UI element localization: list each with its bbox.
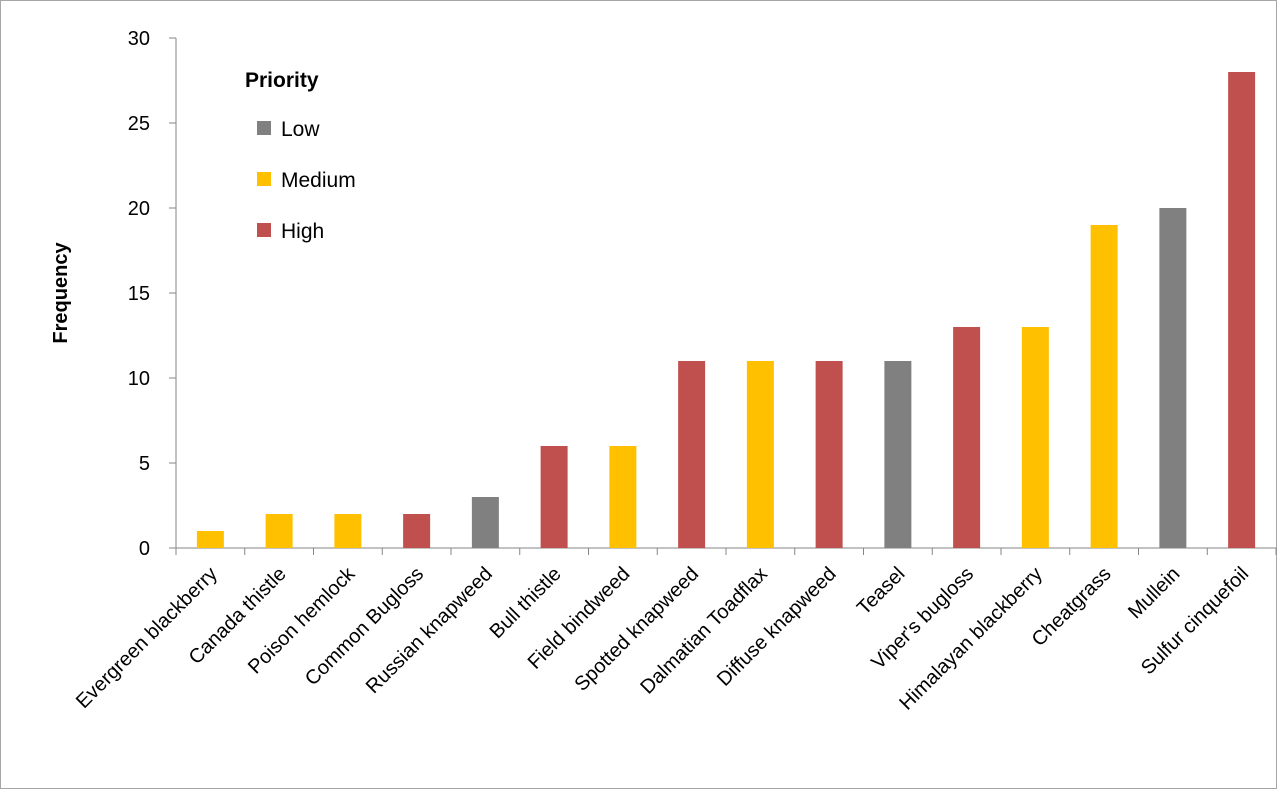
bar bbox=[678, 361, 706, 548]
y-tick-label: 15 bbox=[128, 283, 150, 305]
y-tick-label: 20 bbox=[128, 198, 150, 220]
y-axis-title: Frequency bbox=[50, 242, 72, 344]
x-category-label: Teasel bbox=[853, 563, 909, 619]
bar bbox=[884, 361, 912, 548]
bar bbox=[265, 514, 293, 548]
bar bbox=[1159, 208, 1187, 548]
legend: Priority Low Medium High bbox=[245, 69, 356, 243]
y-tick-label: 5 bbox=[139, 453, 150, 475]
y-tick-label: 30 bbox=[128, 28, 150, 50]
y-tick-label: 0 bbox=[139, 538, 150, 560]
bar bbox=[196, 531, 224, 548]
bar bbox=[953, 327, 981, 548]
bar bbox=[471, 497, 499, 548]
legend-swatch bbox=[257, 121, 271, 135]
bar bbox=[334, 514, 362, 548]
x-category-label: Russian knapweed bbox=[362, 563, 497, 698]
bar bbox=[1090, 225, 1118, 548]
legend-swatch bbox=[257, 172, 271, 186]
bar bbox=[403, 514, 431, 548]
y-tick-label: 10 bbox=[128, 368, 150, 390]
y-tick-label: 25 bbox=[128, 113, 150, 135]
bar bbox=[540, 446, 568, 548]
y-tick-labels: 0 5 10 15 20 25 30 bbox=[128, 28, 150, 560]
bar bbox=[1228, 72, 1256, 548]
x-category-label: Dalmatian Toadflax bbox=[636, 563, 772, 699]
legend-label: Medium bbox=[281, 169, 356, 192]
x-category-label: Mullein bbox=[1124, 563, 1184, 623]
bar bbox=[609, 446, 637, 548]
x-category-label: Himalayan blackberry bbox=[895, 563, 1047, 715]
bar bbox=[746, 361, 774, 548]
bar bbox=[1021, 327, 1049, 548]
legend-title: Priority bbox=[245, 69, 319, 92]
x-category-label: Common Bugloss bbox=[301, 563, 428, 690]
legend-swatch bbox=[257, 223, 271, 237]
x-category-label: Diffuse knapweed bbox=[713, 563, 841, 691]
legend-label: Low bbox=[281, 118, 320, 141]
legend-label: High bbox=[281, 220, 324, 243]
x-category-label: Spotted knapweed bbox=[570, 563, 703, 696]
bars bbox=[196, 72, 1256, 548]
bar bbox=[815, 361, 843, 548]
